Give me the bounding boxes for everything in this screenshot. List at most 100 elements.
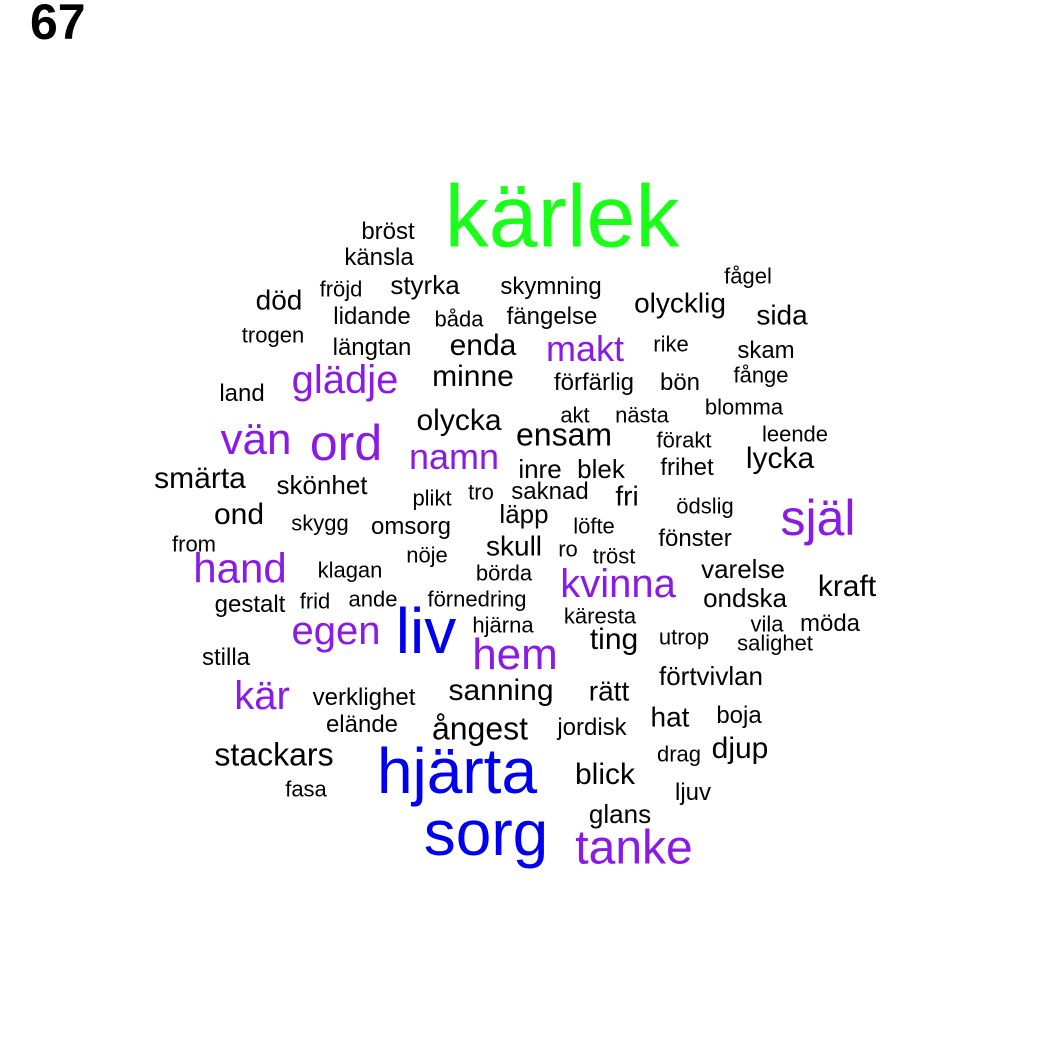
word-lofte: löfte — [573, 513, 615, 539]
word-salighet: salighet — [737, 630, 813, 656]
word-ord: ord — [309, 415, 383, 471]
word-rike: rike — [653, 331, 689, 357]
word-ro: ro — [558, 536, 578, 562]
word-ting: ting — [589, 623, 639, 656]
word-stackars: stackars — [214, 736, 334, 773]
word-verklighet: verklighet — [312, 683, 416, 711]
word-jordisk: jordisk — [557, 713, 627, 741]
word-kar: kär — [234, 674, 290, 718]
word-sida: sida — [756, 299, 808, 331]
word-akt: akt — [560, 402, 590, 428]
word-blick: blick — [574, 758, 636, 791]
word-sanning: sanning — [448, 674, 554, 707]
word-fasa: fasa — [285, 776, 327, 802]
word-skymning: skymning — [500, 272, 602, 300]
word-from: from — [172, 531, 216, 557]
word-fonster: fönster — [658, 524, 732, 552]
word-stilla: stilla — [201, 643, 251, 671]
word-tanke: tanke — [575, 821, 693, 875]
word-olycka: olycka — [416, 404, 502, 437]
word-odslig: ödslig — [676, 493, 734, 519]
word-omsorg: omsorg — [370, 512, 452, 540]
word-inre: inre — [518, 454, 562, 485]
word-kraft: kraft — [817, 570, 877, 603]
word-fortvivlan: förtvivlan — [658, 661, 764, 692]
word-blek: blek — [577, 454, 625, 485]
word-ondska: ondska — [703, 583, 787, 614]
word-fangelse: fängelse — [506, 302, 598, 330]
word-lycka: lycka — [745, 442, 815, 475]
word-kansla: känsla — [344, 243, 414, 271]
word-gladje: glädje — [291, 358, 399, 402]
word-smarta: smärta — [154, 462, 246, 495]
word-ensam: ensam — [515, 416, 613, 453]
word-brost: bröst — [361, 217, 415, 245]
word-fange: fånge — [733, 362, 789, 388]
word-sjal: själ — [780, 490, 856, 546]
word-ratt: rätt — [588, 675, 630, 707]
word-enda: enda — [449, 329, 517, 362]
word-hat: hat — [650, 701, 690, 733]
word-lidande: lidande — [333, 302, 411, 330]
word-angest: ångest — [431, 710, 529, 747]
word-ande: ande — [348, 586, 398, 612]
word-karesta: käresta — [563, 603, 637, 629]
word-bada: båda — [434, 306, 484, 332]
word-liv: liv — [395, 594, 457, 667]
word-dod: död — [255, 284, 303, 316]
word-vila: vila — [750, 611, 784, 637]
word-bon: bön — [659, 368, 701, 396]
word-van: vän — [220, 414, 292, 464]
word-borda: börda — [475, 560, 533, 586]
word-leende: leende — [761, 421, 829, 447]
word-olycklig: olycklig — [634, 287, 726, 319]
page-number: 67 — [30, 0, 86, 50]
word-hjarna: hjärna — [472, 612, 534, 638]
word-makt: makt — [545, 328, 625, 370]
word-skam: skam — [737, 336, 795, 364]
word-noje: nöje — [406, 542, 448, 568]
word-elande: elände — [325, 710, 399, 738]
word-land: land — [219, 379, 265, 407]
word-karlek: kärlek — [444, 166, 680, 266]
word-saknad: saknad — [511, 477, 589, 505]
word-hem: hem — [472, 629, 558, 679]
word-nasta: nästa — [615, 402, 669, 428]
word-trogen: trogen — [241, 322, 305, 348]
word-tro: tro — [468, 479, 494, 505]
word-djup: djup — [711, 732, 769, 765]
word-gestalt: gestalt — [214, 590, 286, 618]
word-skonhet: skönhet — [276, 470, 368, 501]
word-drag: drag — [656, 741, 702, 767]
word-hand: hand — [193, 544, 287, 592]
word-frid: frid — [299, 588, 331, 614]
word-blomma: blomma — [704, 394, 784, 420]
word-fagel: fågel — [724, 263, 772, 289]
word-plikt: plikt — [412, 485, 452, 511]
word-utrop: utrop — [658, 624, 710, 650]
word-styrka: styrka — [390, 270, 460, 301]
word-frihet: frihet — [660, 453, 714, 481]
word-minne: minne — [432, 360, 514, 393]
word-langtan: längtan — [332, 333, 412, 361]
word-skygg: skygg — [291, 510, 349, 536]
word-varelse: varelse — [701, 554, 785, 585]
word-fri: fri — [615, 480, 639, 512]
word-kvinna: kvinna — [560, 562, 676, 606]
word-frojd: fröjd — [319, 276, 363, 302]
word-moda: möda — [799, 609, 861, 637]
word-forakt: förakt — [656, 427, 712, 453]
word-skull: skull — [485, 530, 543, 562]
word-egen: egen — [291, 609, 381, 653]
word-klagan: klagan — [317, 557, 383, 583]
word-namn: namn — [408, 436, 500, 478]
word-lapp: läpp — [499, 499, 549, 530]
word-trost: tröst — [592, 543, 636, 569]
word-glans: glans — [588, 799, 652, 830]
word-hjarta: hjärta — [376, 734, 538, 807]
word-ond: ond — [213, 498, 265, 531]
word-ljuv: ljuv — [674, 778, 712, 806]
word-boja: boja — [716, 701, 762, 729]
word-fornedring: förnedring — [427, 586, 527, 612]
